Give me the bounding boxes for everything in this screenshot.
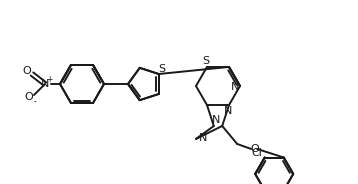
Text: N: N: [199, 133, 207, 143]
Text: -: -: [34, 98, 37, 107]
Text: Cl: Cl: [251, 148, 262, 158]
Text: N: N: [224, 106, 232, 116]
Text: S: S: [158, 64, 165, 74]
Text: O: O: [251, 144, 260, 154]
Text: N: N: [41, 79, 49, 89]
Text: N: N: [231, 82, 239, 92]
Text: O: O: [23, 66, 32, 76]
Text: +: +: [46, 75, 52, 84]
Text: S: S: [202, 56, 209, 66]
Text: O: O: [25, 92, 33, 102]
Text: N: N: [212, 115, 220, 125]
